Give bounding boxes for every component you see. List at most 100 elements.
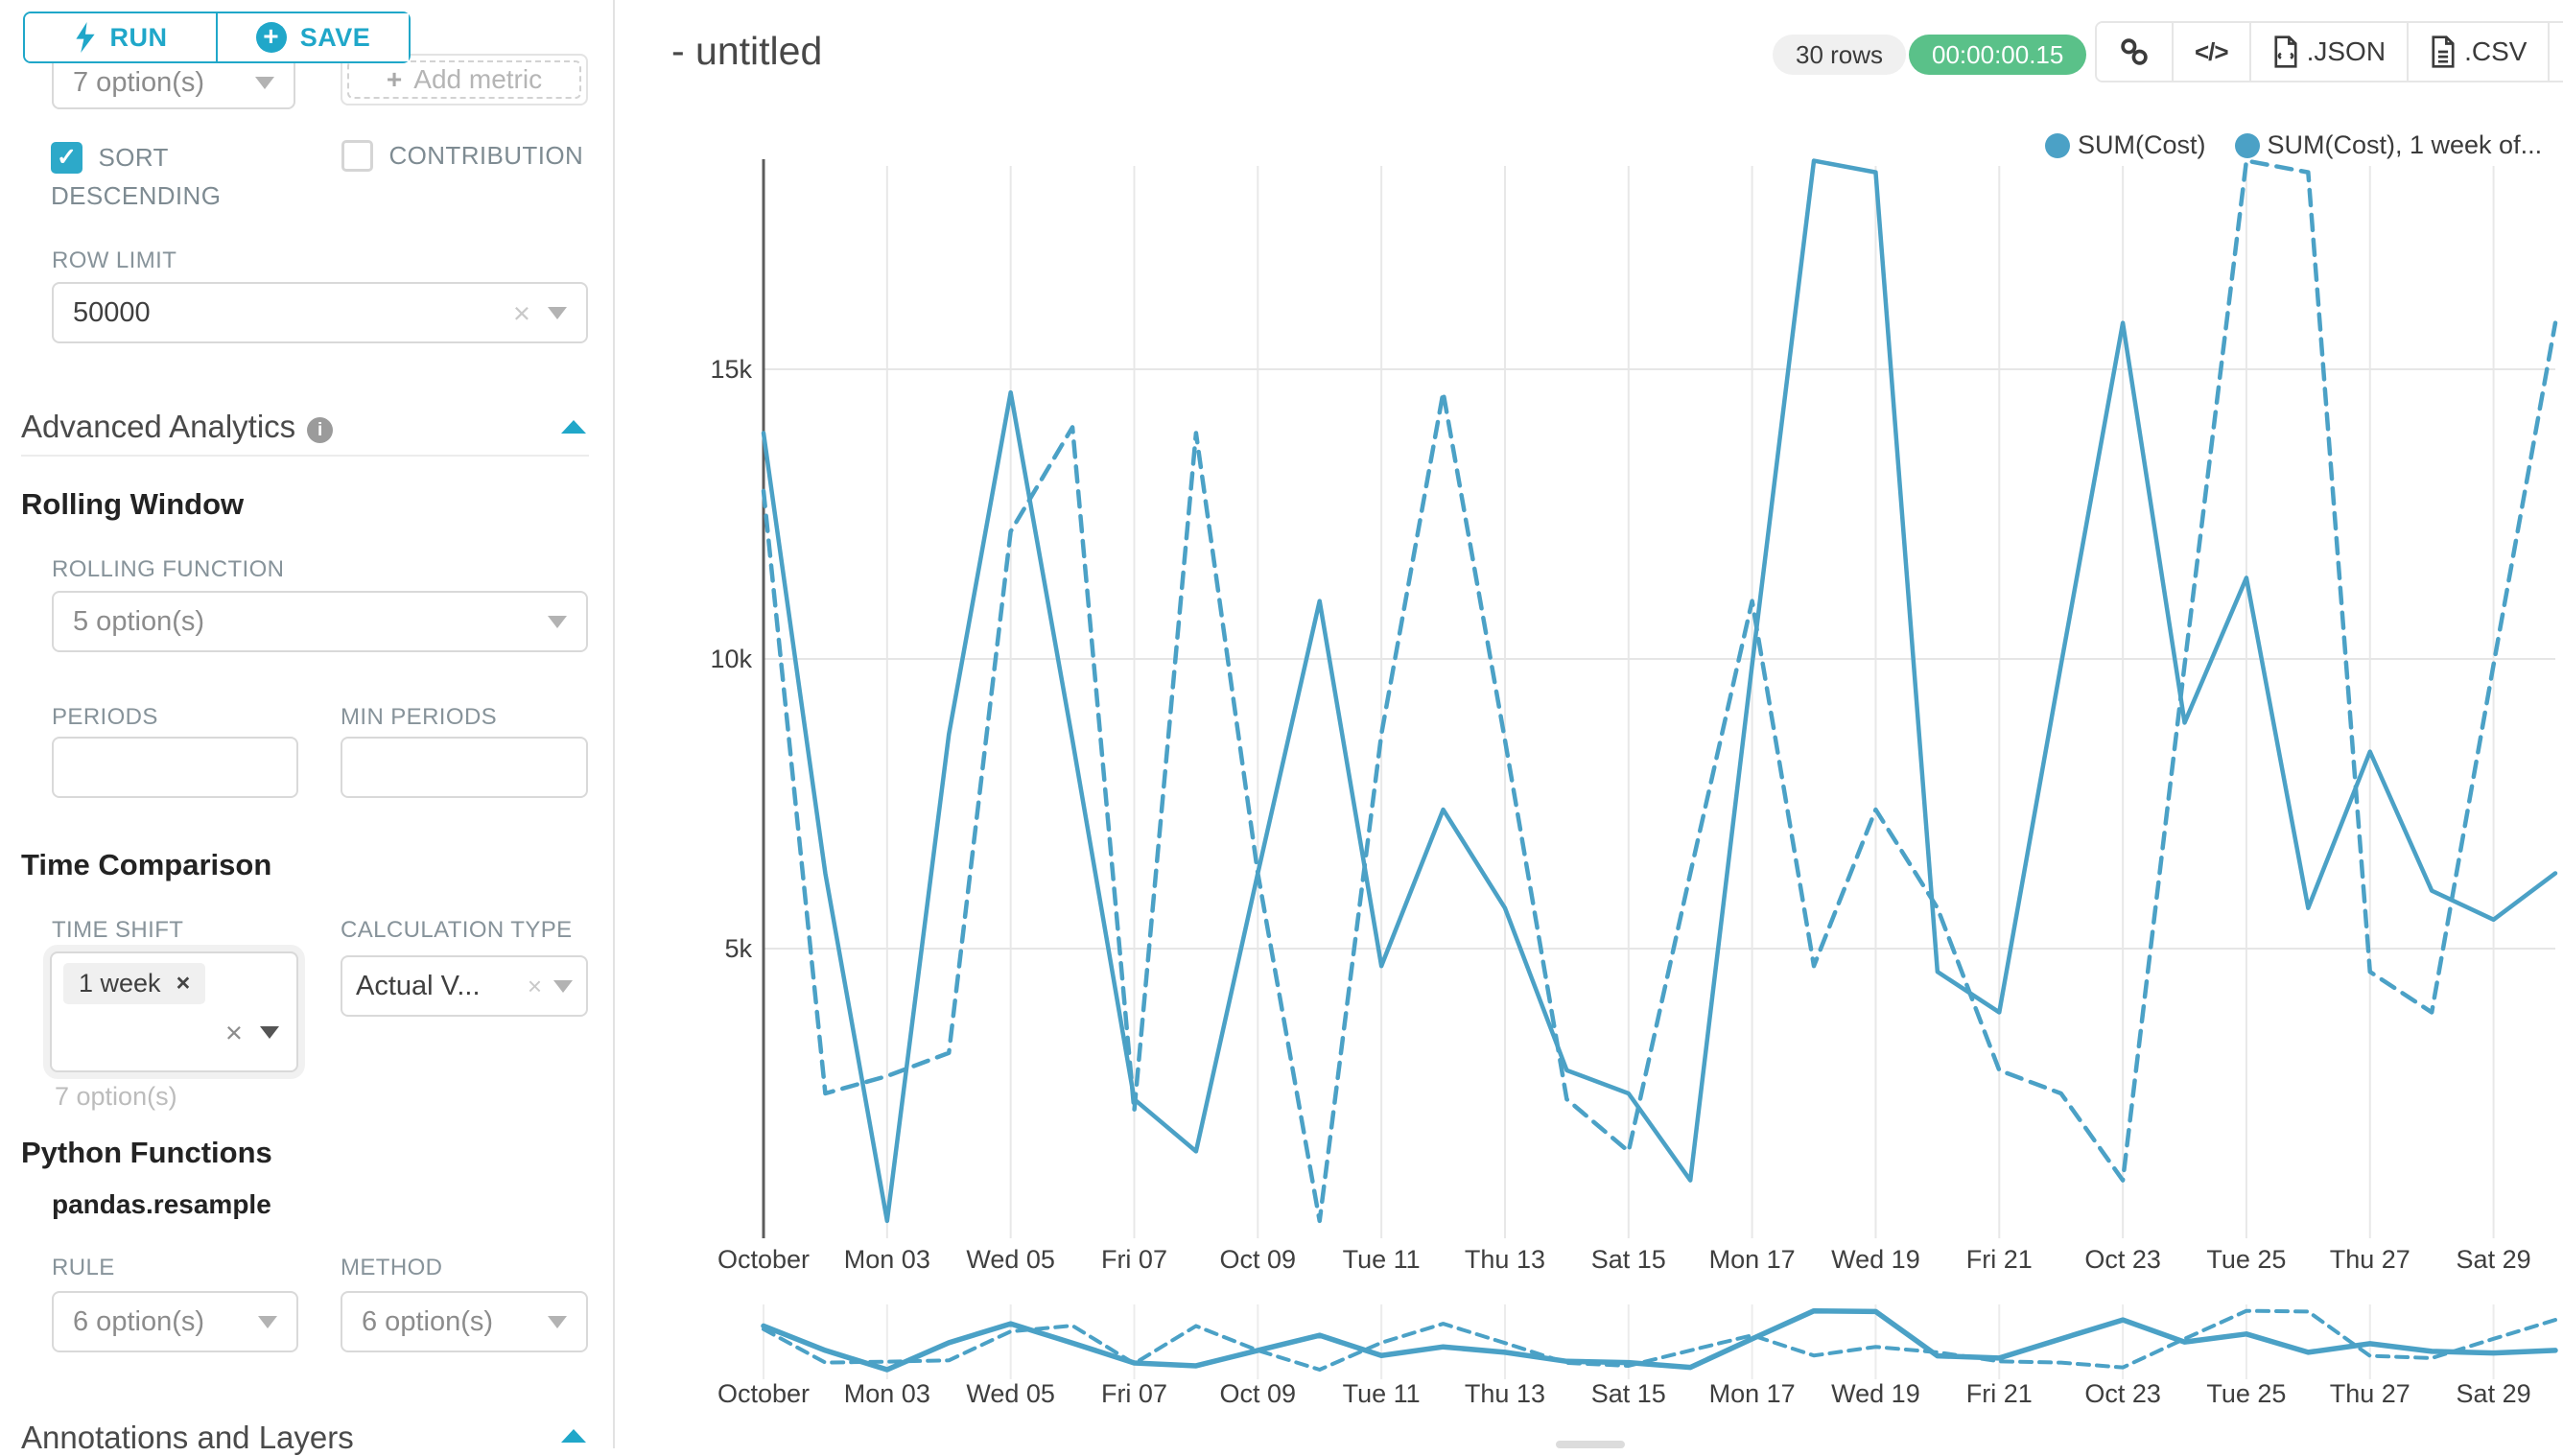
time-shift-helper: 7 option(s)	[55, 1082, 177, 1111]
info-icon: i	[307, 417, 334, 443]
contribution-label: CONTRIBUTION	[388, 141, 584, 170]
rolling-function-value: 5 option(s)	[73, 605, 205, 637]
svg-text:Oct 09: Oct 09	[1220, 1245, 1297, 1274]
legend-item-sum-cost[interactable]: SUM(Cost)	[2045, 130, 2206, 160]
pandas-resample-label: pandas.resample	[52, 1189, 271, 1219]
svg-text:10k: 10k	[710, 645, 752, 673]
file-csv-icon	[2432, 35, 2455, 68]
svg-text:Wed 05: Wed 05	[966, 1379, 1055, 1408]
svg-text:Tue 11: Tue 11	[1343, 1245, 1421, 1274]
copy-link-button[interactable]	[2097, 23, 2174, 81]
save-label: SAVE	[299, 22, 371, 52]
plus-circle-icon: +	[255, 22, 287, 53]
method-value: 6 option(s)	[362, 1305, 494, 1337]
rolling-function-label: ROLLING FUNCTION	[52, 556, 285, 582]
method-select[interactable]: 6 option(s)	[341, 1291, 588, 1352]
svg-text:Wed 19: Wed 19	[1831, 1379, 1920, 1408]
svg-text:Mon 17: Mon 17	[1709, 1245, 1796, 1274]
clear-icon[interactable]: ×	[527, 972, 542, 1000]
svg-text:Thu 27: Thu 27	[2330, 1379, 2410, 1408]
add-metric-label: Add metric	[413, 64, 543, 94]
min-periods-label: MIN PERIODS	[341, 704, 498, 730]
calculation-type-select[interactable]: Actual V... ×	[341, 955, 588, 1017]
svg-text:Tue 11: Tue 11	[1343, 1379, 1421, 1408]
svg-text:Mon 03: Mon 03	[844, 1379, 930, 1408]
svg-text:Thu 13: Thu 13	[1465, 1245, 1545, 1274]
checkbox-checked-icon: ✓	[51, 141, 82, 174]
scrollbar-thumb[interactable]	[1556, 1441, 1625, 1448]
rolling-function-select[interactable]: 5 option(s)	[52, 591, 588, 652]
svg-text:Sat 15: Sat 15	[1591, 1245, 1666, 1274]
time-shift-select[interactable]: 1 week × ×	[50, 951, 298, 1072]
clear-icon[interactable]: ×	[224, 1016, 243, 1049]
legend-dot-icon	[2234, 132, 2260, 158]
file-json-icon	[2274, 35, 2297, 68]
more-options-button[interactable]: ≡	[2550, 23, 2563, 81]
time-shift-tag: 1 week ×	[63, 963, 206, 1004]
svg-text:Sat 29: Sat 29	[2457, 1245, 2531, 1274]
svg-text:15k: 15k	[710, 355, 752, 384]
contribution-checkbox[interactable]: CONTRIBUTION	[341, 140, 610, 172]
svg-text:Wed 05: Wed 05	[966, 1245, 1055, 1274]
chevron-down-icon	[258, 1315, 277, 1328]
svg-text:October: October	[717, 1245, 810, 1274]
add-metric-container: + Add metric	[341, 54, 588, 106]
checkbox-unchecked-icon	[341, 140, 373, 172]
min-periods-input[interactable]	[341, 737, 588, 798]
rule-value: 6 option(s)	[73, 1305, 205, 1337]
export-csv-button[interactable]: .CSV	[2409, 23, 2551, 81]
clear-icon[interactable]: ×	[512, 295, 530, 330]
series-limit-select[interactable]: 7 option(s)	[52, 56, 295, 109]
svg-text:Wed 19: Wed 19	[1831, 1245, 1920, 1274]
advanced-analytics-title: Advanced Analytics	[21, 409, 296, 444]
collapse-chevron-icon[interactable]	[561, 1429, 586, 1443]
control-panel: RUN + SAVE 7 option(s) + Add metric ✓ SO…	[0, 0, 615, 1455]
row-limit-select[interactable]: 50000 ×	[52, 282, 588, 343]
view-query-button[interactable]: </>	[2174, 23, 2251, 81]
collapse-chevron-icon[interactable]	[561, 420, 586, 434]
plus-icon: +	[386, 64, 403, 94]
chevron-down-icon	[548, 1315, 567, 1328]
save-button[interactable]: + SAVE	[218, 13, 409, 61]
svg-text:Mon 03: Mon 03	[844, 1245, 930, 1274]
svg-text:Oct 23: Oct 23	[2084, 1379, 2161, 1408]
calculation-type-value: Actual V...	[356, 970, 481, 1001]
lightning-icon	[75, 22, 95, 53]
chevron-down-icon	[260, 1026, 279, 1039]
svg-text:Oct 09: Oct 09	[1220, 1379, 1297, 1408]
svg-text:Tue 25: Tue 25	[2206, 1379, 2286, 1408]
svg-text:Mon 17: Mon 17	[1709, 1379, 1796, 1408]
advanced-analytics-header[interactable]: Advanced Analytics i	[21, 409, 334, 445]
legend-dot-icon	[2045, 132, 2070, 158]
svg-text:Fri 21: Fri 21	[1966, 1379, 2033, 1408]
svg-text:Fri 07: Fri 07	[1101, 1379, 1167, 1408]
export-json-button[interactable]: .JSON	[2250, 23, 2410, 81]
legend-item-sum-cost-shifted[interactable]: SUM(Cost), 1 week of...	[2234, 130, 2543, 160]
svg-text:Sat 29: Sat 29	[2457, 1379, 2531, 1408]
row-limit-value: 50000	[73, 296, 151, 328]
export-json-label: .JSON	[2306, 36, 2387, 66]
chevron-down-icon	[548, 615, 567, 628]
run-button[interactable]: RUN	[25, 13, 218, 61]
row-limit-label: ROW LIMIT	[52, 247, 177, 273]
tag-remove-icon[interactable]: ×	[176, 970, 191, 997]
rule-label: RULE	[52, 1255, 115, 1280]
chart-legend: SUM(Cost) SUM(Cost), 1 week of...	[2045, 130, 2542, 160]
sort-descending-label: SORT DESCENDING	[51, 143, 222, 211]
time-shift-label: TIME SHIFT	[52, 917, 184, 943]
svg-text:Thu 27: Thu 27	[2330, 1245, 2410, 1274]
link-icon	[2121, 38, 2148, 65]
svg-text:Fri 21: Fri 21	[1966, 1245, 2033, 1274]
svg-text:5k: 5k	[724, 934, 752, 963]
chevron-down-icon	[553, 979, 573, 993]
periods-input[interactable]	[52, 737, 298, 798]
add-metric-button[interactable]: + Add metric	[347, 60, 581, 99]
sort-descending-checkbox[interactable]: ✓ SORT DESCENDING	[51, 138, 254, 215]
rule-select[interactable]: 6 option(s)	[52, 1291, 298, 1352]
chart-title[interactable]: - untitled	[671, 29, 823, 73]
chevron-down-icon	[548, 306, 567, 319]
run-label: RUN	[109, 22, 168, 52]
legend-label: SUM(Cost), 1 week of...	[2267, 130, 2543, 159]
export-toolbar: </> .JSON .CSV ≡	[2095, 21, 2563, 82]
